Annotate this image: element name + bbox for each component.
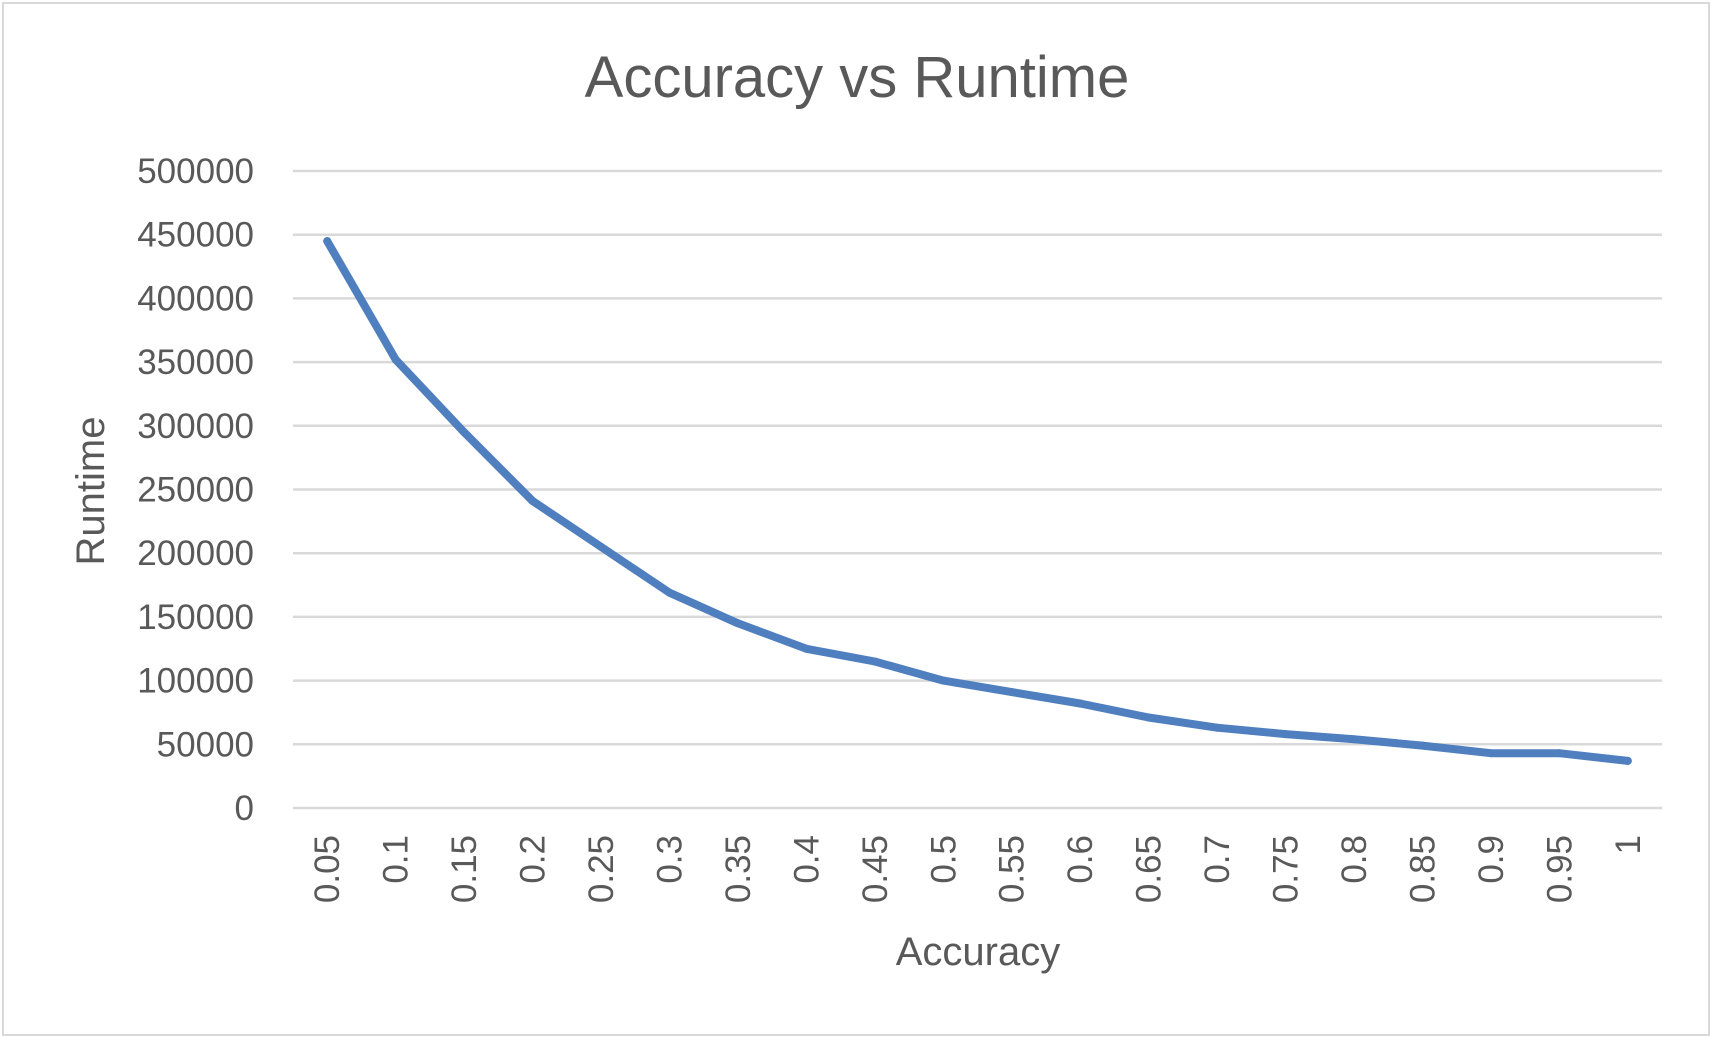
data-point <box>528 496 537 505</box>
data-point <box>1007 688 1016 697</box>
x-tick-label: 1 <box>1609 835 1648 854</box>
x-tick-label: 0.65 <box>1130 835 1169 903</box>
x-tick-label: 0.5 <box>924 835 963 884</box>
data-point <box>391 355 400 364</box>
y-tick-label: 400000 <box>137 279 254 318</box>
x-tick-label: 0.75 <box>1267 835 1306 903</box>
y-axis-title: Runtime <box>69 417 113 566</box>
y-tick-label: 50000 <box>157 725 254 764</box>
data-point <box>1623 756 1632 765</box>
data-point <box>1213 723 1222 732</box>
x-tick-label: 0.15 <box>445 835 484 903</box>
y-tick-label: 100000 <box>137 662 254 701</box>
gridlines <box>293 169 1662 810</box>
data-point <box>870 657 879 666</box>
x-tick-label: 0.6 <box>1061 835 1100 884</box>
data-point <box>1281 730 1290 739</box>
y-tick-label: 200000 <box>137 534 254 573</box>
x-tick-label: 0.95 <box>1540 835 1579 903</box>
y-tick-label: 150000 <box>137 598 254 637</box>
y-tick-label: 500000 <box>137 152 254 191</box>
x-tick-label: 0.85 <box>1403 835 1442 903</box>
y-tick-label: 450000 <box>137 216 254 255</box>
series-line <box>323 237 1632 765</box>
x-tick-label: 0.7 <box>1198 835 1237 884</box>
x-axis-title: Accuracy <box>896 930 1061 974</box>
x-tick-label: 0.45 <box>856 835 895 903</box>
data-point <box>1418 741 1427 750</box>
x-tick-label: 0.2 <box>514 835 553 884</box>
data-point <box>665 588 674 597</box>
data-point <box>460 428 469 437</box>
data-point <box>323 237 332 246</box>
data-point <box>733 619 742 628</box>
x-tick-label: 0.9 <box>1472 835 1511 884</box>
x-tick-label: 0.4 <box>787 835 826 884</box>
series-layer <box>323 237 1632 765</box>
y-tick-label: 300000 <box>137 407 254 446</box>
x-tick-label: 0.25 <box>582 835 621 903</box>
data-point <box>1144 713 1153 722</box>
data-point <box>1076 699 1085 708</box>
x-tick-label: 0.8 <box>1335 835 1374 884</box>
chart-title: Accuracy vs Runtime <box>585 45 1130 110</box>
x-axis-tick-labels: 0.05 0.1 0.15 0.2 0.25 0.3 0.35 0.4 0.45 0.5 0.55 0… <box>308 835 1648 903</box>
data-point <box>939 676 948 685</box>
data-point <box>1555 749 1564 758</box>
data-point <box>1349 735 1358 744</box>
data-point <box>1486 749 1495 758</box>
y-tick-label: 250000 <box>137 471 254 510</box>
x-tick-label: 0.35 <box>719 835 758 903</box>
x-tick-label: 0.05 <box>308 835 347 903</box>
y-tick-label: 0 <box>235 789 254 828</box>
x-tick-label: 0.3 <box>650 835 689 884</box>
data-point <box>802 644 811 653</box>
x-tick-label: 0.1 <box>377 835 416 884</box>
y-axis-tick-labels: 0 50000 100000 150000 200000 250000 300000 3500… <box>137 152 254 828</box>
y-tick-label: 350000 <box>137 343 254 382</box>
x-tick-label: 0.55 <box>993 835 1032 903</box>
data-point <box>597 542 606 551</box>
